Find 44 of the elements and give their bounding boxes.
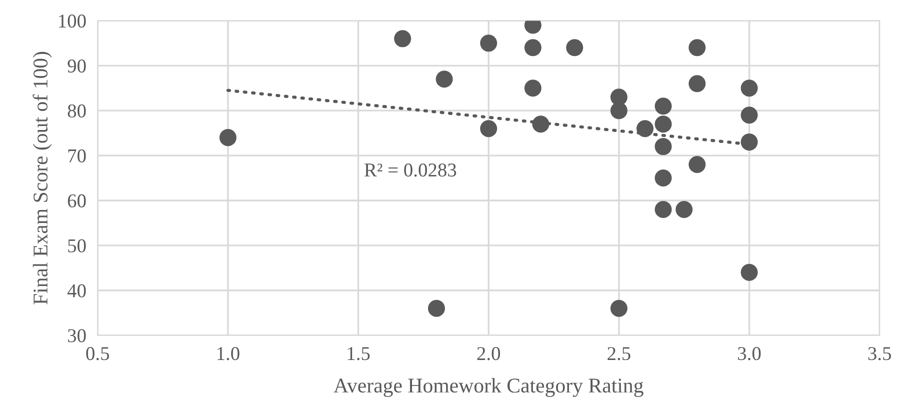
- point: [654, 170, 672, 187]
- point: [480, 34, 498, 52]
- x-tick-label: 3.5: [868, 347, 891, 360]
- annotation: R² = 0.0283: [364, 163, 456, 177]
- x-axis-title: Average Homework Category Rating: [334, 378, 644, 397]
- point: [740, 80, 758, 97]
- point: [740, 134, 758, 151]
- x-tick-label: 3.0: [738, 347, 761, 360]
- point: [654, 200, 672, 218]
- point: [688, 39, 706, 56]
- y-tick-label: 30: [68, 329, 86, 342]
- point: [740, 264, 758, 281]
- y-axis-title: Final Exam Score (out of 100): [32, 52, 52, 304]
- x-tick-label: 1.0: [218, 347, 240, 360]
- point: [436, 70, 453, 88]
- y-tick-label: 40: [67, 284, 86, 298]
- x-tick-label: 2.0: [477, 347, 500, 360]
- y-tick-label: 100: [59, 14, 86, 28]
- point: [394, 30, 412, 48]
- y-tick-label: 90: [68, 59, 86, 73]
- point: [688, 156, 706, 174]
- point: [610, 300, 628, 317]
- point: [524, 80, 542, 97]
- point: [532, 116, 550, 133]
- point: [219, 129, 236, 146]
- point: [524, 39, 542, 56]
- point: [428, 300, 445, 317]
- point: [654, 116, 672, 133]
- y-tick-label: 80: [68, 104, 86, 118]
- x-tick-label: 2.5: [608, 347, 630, 360]
- point: [566, 39, 584, 56]
- x-tick-label: 1.5: [348, 347, 370, 360]
- point: [480, 120, 498, 138]
- point: [676, 200, 693, 218]
- y-tick-label: 50: [68, 239, 86, 252]
- point: [654, 98, 672, 115]
- point: [654, 138, 672, 156]
- x-tick-label: 0.5: [86, 347, 110, 360]
- y-tick-label: 60: [68, 194, 86, 208]
- point: [610, 102, 628, 120]
- point: [740, 106, 758, 124]
- point: [688, 75, 706, 92]
- y-tick-label: 70: [68, 149, 86, 162]
- point: [636, 120, 654, 138]
